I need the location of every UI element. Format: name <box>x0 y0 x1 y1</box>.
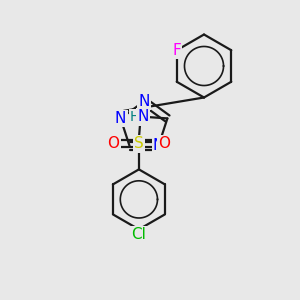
Text: S: S <box>134 136 144 152</box>
Text: Cl: Cl <box>131 227 146 242</box>
Text: N: N <box>138 110 149 124</box>
Text: H: H <box>130 110 140 124</box>
Text: F: F <box>172 43 181 58</box>
Text: O: O <box>158 136 170 152</box>
Text: O: O <box>107 136 119 152</box>
Text: N: N <box>115 111 126 126</box>
Text: N: N <box>153 138 164 153</box>
Text: N: N <box>138 94 150 109</box>
